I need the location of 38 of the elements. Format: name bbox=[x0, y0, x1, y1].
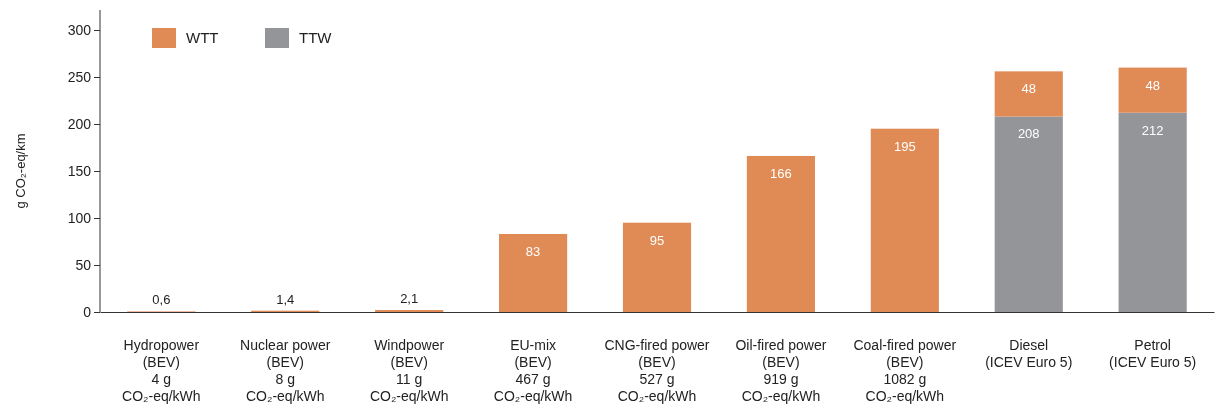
data-label: 83 bbox=[525, 243, 541, 259]
bar bbox=[870, 128, 939, 312]
bar bbox=[994, 71, 1063, 117]
y-tick-label: 0 bbox=[83, 303, 92, 320]
legend-label: WTT bbox=[186, 29, 219, 46]
bar bbox=[499, 233, 568, 312]
data-label: 195 bbox=[893, 138, 916, 154]
data-label: 48 bbox=[1145, 77, 1160, 93]
y-tick-label: 100 bbox=[67, 209, 92, 226]
data-label: 2,1 bbox=[400, 291, 419, 307]
x-tick-label: Diesel (ICEV Euro 5) bbox=[985, 337, 1073, 370]
x-tick-label: Nuclear power (BEV) 8 g CO₂-eq/kWh bbox=[240, 337, 331, 404]
x-tick-label: Windpower (BEV) 11 g CO₂-eq/kWh bbox=[369, 337, 449, 404]
data-label: 48 bbox=[1021, 81, 1036, 97]
data-label: 212 bbox=[1141, 122, 1164, 138]
x-tick-label: Coal-fired power (BEV) 1082 g CO₂-eq/kWh bbox=[853, 337, 957, 404]
x-tick-label: Hydropower (BEV) 4 g CO₂-eq/kWh bbox=[122, 337, 201, 404]
y-tick-label: 150 bbox=[67, 162, 92, 179]
data-label: 208 bbox=[1017, 126, 1040, 142]
data-label: 166 bbox=[770, 165, 792, 181]
x-tick-label: Oil-fired power (BEV) 919 g CO₂-eq/kWh bbox=[735, 337, 827, 404]
x-tick-label: EU-mix (BEV) 467 g CO₂-eq/kWh bbox=[493, 337, 573, 404]
y-tick-label: 200 bbox=[67, 115, 92, 132]
x-tick-label: CNG-fired power (BEV) 527 g CO₂-eq/kWh bbox=[604, 337, 710, 404]
data-label: 1,4 bbox=[276, 291, 295, 307]
bar bbox=[994, 116, 1063, 312]
y-tick-label: 300 bbox=[67, 21, 92, 38]
legend-label: TTW bbox=[299, 29, 333, 46]
y-tick-label: 250 bbox=[67, 68, 92, 85]
x-tick-label: Petrol (ICEV Euro 5) bbox=[1109, 337, 1197, 370]
y-axis-title: g CO₂-eq/km bbox=[13, 133, 28, 209]
bar bbox=[1118, 67, 1187, 113]
data-label: 95 bbox=[649, 232, 665, 248]
bar bbox=[622, 222, 692, 312]
data-label: 0,6 bbox=[152, 292, 171, 308]
bar bbox=[746, 155, 815, 312]
y-tick-label: 50 bbox=[75, 256, 92, 273]
bar bbox=[1118, 112, 1187, 312]
